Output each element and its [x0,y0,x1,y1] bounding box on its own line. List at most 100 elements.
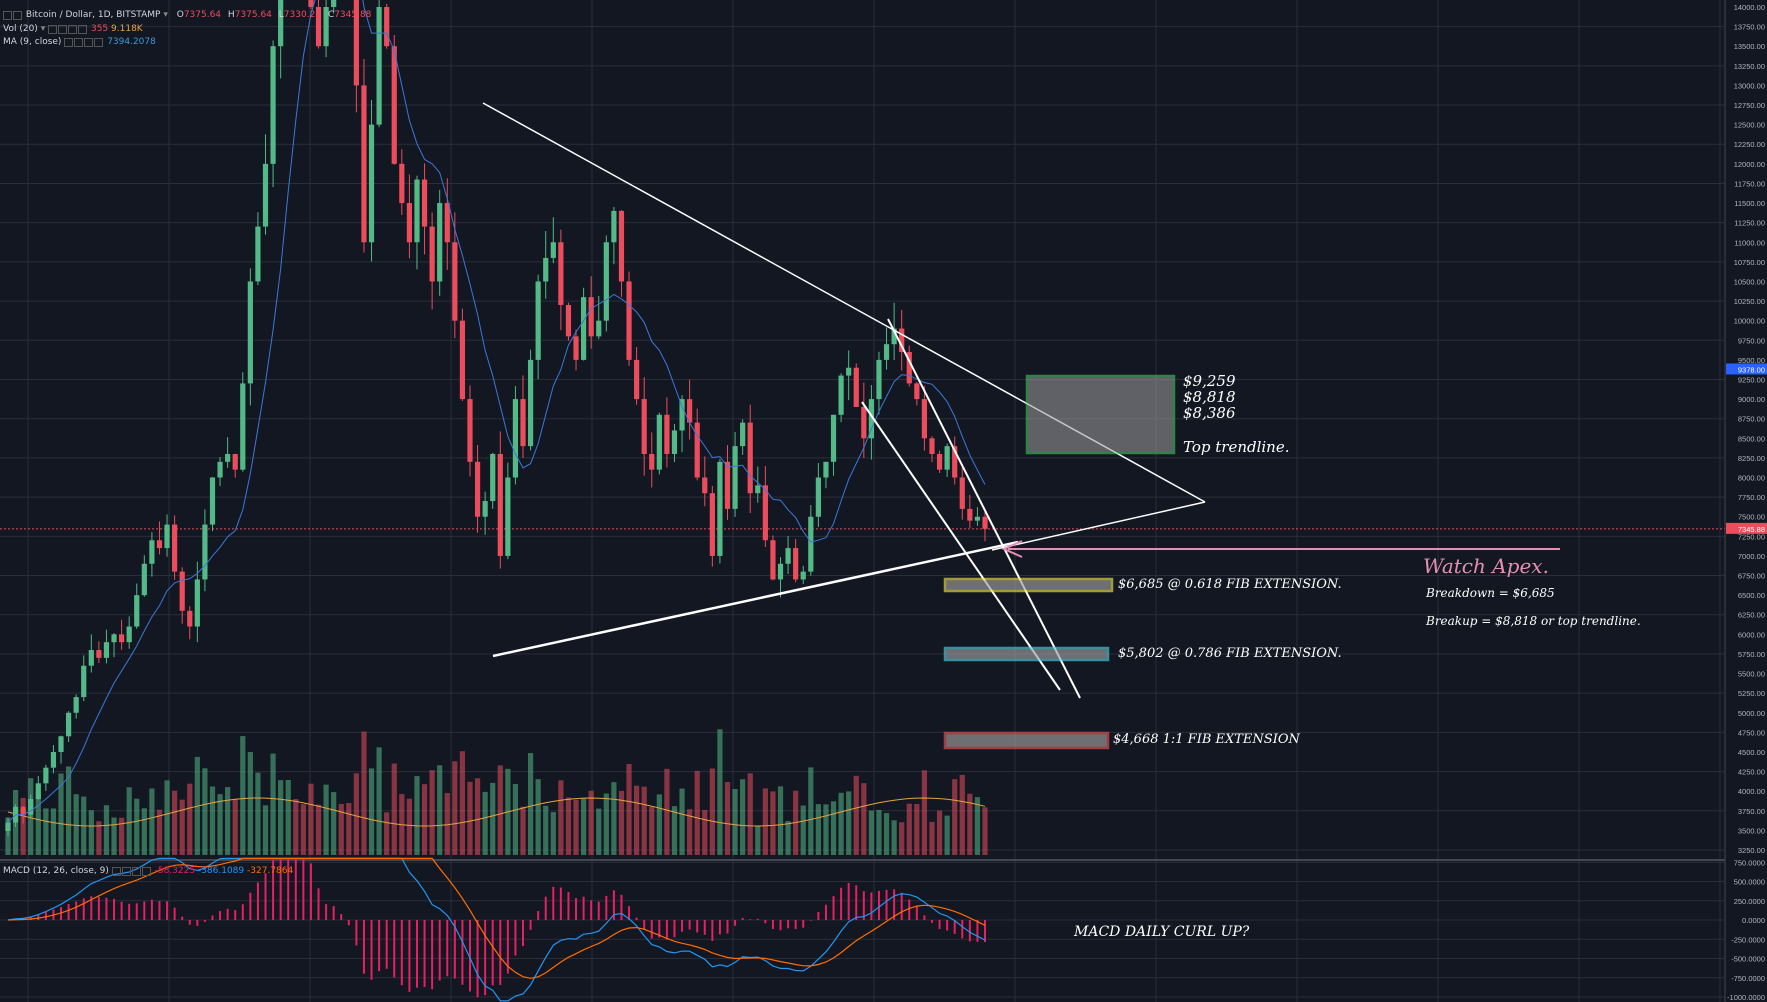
price-tick-label: 10000.00 [1734,317,1765,326]
volume-bar [452,761,458,855]
candle-body [550,242,556,258]
volume-bar [361,731,367,855]
candle-body [444,203,450,243]
close-icon[interactable] [141,866,151,876]
volume-bar [73,794,79,855]
close-icon[interactable] [94,37,104,47]
volume-bar [596,808,602,855]
price-tick-label: 3750.00 [1738,807,1765,816]
more-icon[interactable] [131,866,141,876]
chevron-down-icon[interactable]: ▾ [163,10,168,20]
more-icon[interactable] [84,37,94,47]
volume-bar [368,768,375,855]
candle-body [891,328,897,345]
settings-icon[interactable] [121,866,131,876]
price-tick-label: 13500.00 [1734,42,1765,51]
volume-bar [671,806,678,855]
collapse-icon[interactable] [3,10,12,20]
candle-body [361,85,367,243]
candle-body [770,540,776,580]
volume-bar [815,804,821,855]
candle-body [808,516,814,572]
candle-body [543,257,549,282]
candle-body [982,516,988,529]
volume-bar [535,779,541,855]
volume-bar [141,808,147,855]
price-tick-label: 6500.00 [1738,591,1765,600]
volume-bar [406,798,413,855]
candle-body [429,226,435,282]
candle-body [596,320,602,337]
volume-bar [656,794,662,855]
candle-body [270,46,276,164]
candle-body [936,453,943,470]
volume-bar [588,790,594,855]
volume-bar [111,817,117,855]
eye-icon[interactable] [48,24,58,34]
vol-label[interactable]: Vol (20) [3,24,38,34]
volume-bar [861,783,867,855]
candle-body [921,399,928,439]
volume-bar [232,799,238,855]
volume-bar [164,780,170,855]
volume-bar [331,792,337,855]
settings-icon[interactable] [74,37,84,47]
price-tick-label: 8500.00 [1738,434,1765,443]
candle-body [967,508,973,521]
price-tick-label: 4750.00 [1738,728,1765,737]
volume-bar [830,801,837,855]
more-icon[interactable] [68,24,78,34]
candle-body [876,359,882,400]
box-top-levels: $9,259 $8,818 $8,386 [1183,373,1236,421]
candle-body [73,697,79,713]
candle-body [747,422,753,494]
macd-tick-label: -1000.0000 [1727,993,1765,1002]
volume-bar [777,786,784,855]
candle-body [406,203,413,243]
candle-body [103,642,110,658]
ma-label[interactable]: MA (9, close) [3,37,62,47]
candle-body [126,626,132,643]
settings-icon[interactable] [58,24,68,34]
volume-bar [391,763,397,855]
candle-body [391,46,397,164]
candle-body [43,767,49,784]
level-8818: $8,818 [1183,388,1236,406]
breakup-label: Breakup = $8,818 or top trendline. [1426,614,1641,628]
watch-apex-label: Watch Apex. [1423,554,1549,578]
volume-bar [921,770,928,855]
price-tick-label: 3250.00 [1738,846,1765,855]
symbol-title[interactable]: Bitcoin / Dollar, 1D, BITSTAMP [25,10,161,20]
volume-bar [800,805,806,855]
eye-icon[interactable] [64,37,74,47]
price-tick-label: 8000.00 [1738,474,1765,483]
volume-bar [891,820,897,855]
candle-body [255,226,261,282]
candle-body [58,736,64,752]
candle-body [846,367,852,376]
price-tick-label: 9250.00 [1738,375,1765,384]
volume-bar [967,793,973,855]
volume-bar [770,791,776,855]
chevron-down-icon[interactable]: ▾ [40,24,46,34]
candle-body [50,751,57,768]
volume-bar [929,821,935,855]
volume-bar [823,804,829,855]
volume-bar [149,788,155,855]
candle-body [929,438,935,454]
volume-bar [626,763,632,855]
eye-icon[interactable] [111,866,121,876]
candle-body [28,799,34,815]
price-tick-label: 9750.00 [1738,336,1765,345]
candle-body [134,595,140,627]
candle-body [702,477,708,494]
candle-body [399,163,405,204]
candle-body [626,281,632,360]
candle-body [467,399,473,462]
descending-trendline [861,401,1061,691]
price-tick-label: 4000.00 [1738,787,1765,796]
close-icon[interactable] [78,24,88,34]
macd-label[interactable]: MACD (12, 26, close, 9) [3,866,109,876]
volume-bar [838,792,844,855]
